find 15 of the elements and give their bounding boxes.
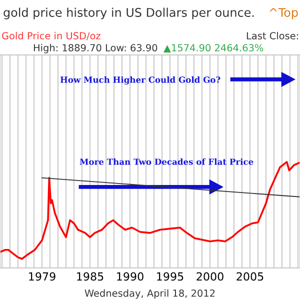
x-tick-label: 1985 — [77, 272, 104, 281]
x-tick-label: 1990 — [117, 272, 144, 281]
text: Last Close: — [246, 32, 298, 40]
annotation: More Than Two Decades of Flat Price — [80, 158, 254, 165]
text: How Much Higher Could Gold Go? — [60, 76, 220, 85]
chart-subtitle: Gold Price in USD/oz — [2, 32, 100, 40]
x-tick-label: 2005 — [236, 272, 264, 281]
text: High: 1889.70 Low: 63.90 — [34, 44, 158, 54]
x-tick-label: 2000 — [196, 272, 224, 281]
text: ^Top — [270, 8, 298, 20]
x-tick-label: 1995 — [157, 272, 184, 281]
chart-title: gold price history in US Dollars per ounce. — [4, 8, 254, 20]
x-tick-label: 1979 — [29, 272, 56, 281]
text: ▲1574.90 2464.63% — [164, 44, 264, 52]
text: Wednesday, April 18, 2012 — [84, 289, 215, 299]
